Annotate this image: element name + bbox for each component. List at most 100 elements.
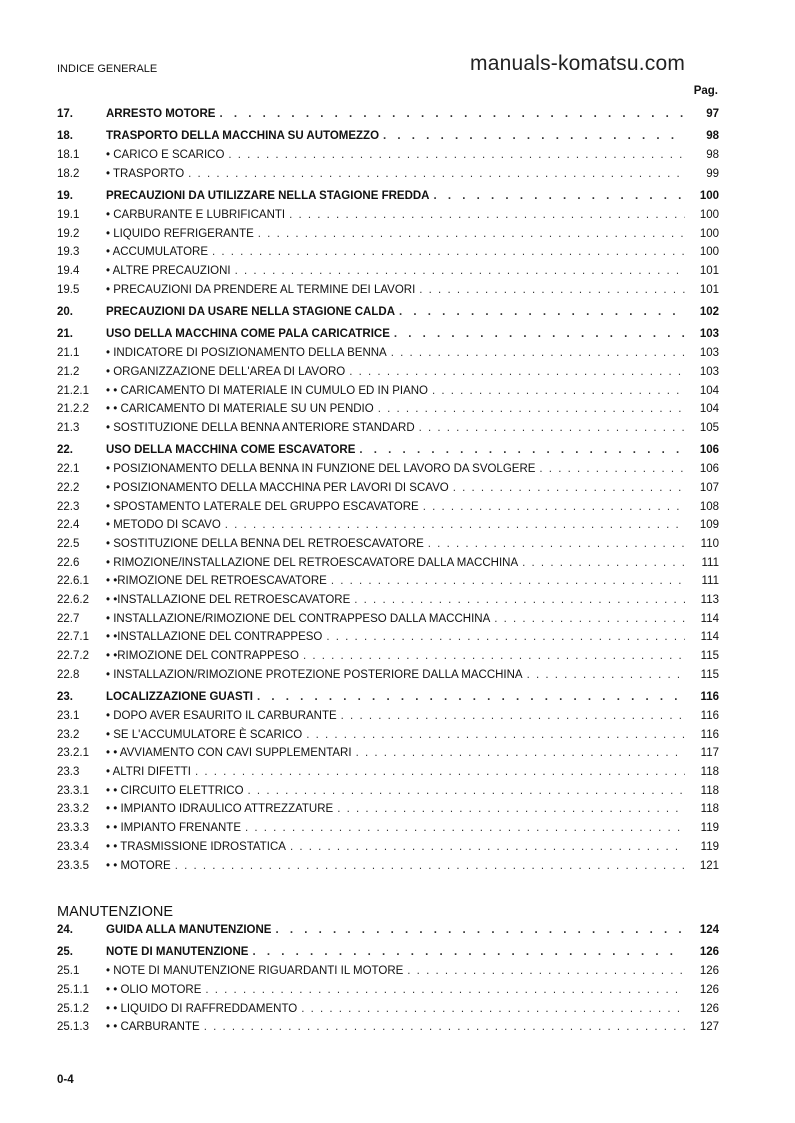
toc-entry-row[interactable]: 23.3.5 • • MOTORE . . . . . . . . . . . .…: [57, 860, 719, 879]
toc-entry-row[interactable]: 19.4 • ALTRE PRECAUZIONI . . . . . . . . …: [57, 265, 719, 284]
entry-number: 25.1.2: [57, 1002, 89, 1015]
dot-leader: . . . . . . . . . . . . . . . . . . . . …: [452, 481, 685, 494]
dot-leader: . . . . . . . . . . . . . . . . . . . . …: [224, 519, 685, 532]
toc-chapter-row[interactable]: 21. USO DELLA MACCHINA COME PALA CARICATR…: [57, 328, 719, 347]
toc-entry-row[interactable]: 22.6.1 • •RIMOZIONE DEL RETROESCAVATORE .…: [57, 575, 719, 594]
toc-entry-row[interactable]: 21.2.1 • • CARICAMENTO DI MATERIALE IN CU…: [57, 385, 719, 404]
entry-page: 119: [700, 822, 719, 835]
toc-entry-row[interactable]: 22.7 • INSTALLAZIONE/RIMOZIONE DEL CONTRA…: [57, 613, 719, 632]
entry-number: 21.1: [57, 347, 80, 360]
entry-number: 25.1.3: [57, 1021, 89, 1034]
toc-entry-row[interactable]: 23.2.1 • • AVVIAMENTO CON CAVI SUPPLEMENT…: [57, 747, 719, 766]
toc-entry-row[interactable]: 22.8 • INSTALLAZION/RIMOZIONE PROTEZIONE …: [57, 669, 719, 688]
toc-entry-row[interactable]: 23.1 • DOPO AVER ESAURITO IL CARBURANTE .…: [57, 710, 719, 729]
toc-chapter-row[interactable]: 24. GUIDA ALLA MANUTENZIONE . . . . . . .…: [57, 924, 719, 943]
entry-number: 21.2.1: [57, 384, 89, 397]
toc-entry-row[interactable]: 23.3.3 • • IMPIANTO FRENANTE . . . . . . …: [57, 822, 719, 841]
toc-entry-row[interactable]: 21.3 • SOSTITUZIONE DELLA BENNA ANTERIORE…: [57, 422, 719, 441]
entry-number: 20.: [57, 305, 73, 318]
entry-page: 106: [699, 463, 719, 476]
dot-leader: . . . . . . . . . . . . . . . . . . . . …: [354, 594, 685, 607]
toc-chapter-row[interactable]: 17. ARRESTO MOTORE . . . . . . . . . . . …: [57, 108, 719, 127]
entry-number: 22.7.2: [57, 650, 89, 663]
entry-title: • ACCUMULATORE: [106, 246, 209, 259]
toc-entry-row[interactable]: 19.2 • LIQUIDO REFRIGERANTE . . . . . . .…: [57, 228, 719, 247]
entry-page: 105: [699, 422, 719, 435]
toc-chapter-row[interactable]: 23. LOCALIZZAZIONE GUASTI . . . . . . . .…: [57, 691, 719, 710]
toc-entry-row[interactable]: 22.2 • POSIZIONAMENTO DELLA MACCHINA PER …: [57, 482, 719, 501]
entry-title: • • IMPIANTO IDRAULICO ATTREZZATURE: [106, 803, 334, 816]
toc-entry-row[interactable]: 18.2 • TRASPORTO . . . . . . . . . . . . …: [57, 168, 719, 187]
toc-chapter-row[interactable]: 25. NOTE DI MANUTENZIONE . . . . . . . . …: [57, 946, 719, 965]
toc-entry-row[interactable]: 22.5 • SOSTITUZIONE DELLA BENNA DEL RETRO…: [57, 538, 719, 557]
toc-entry-row[interactable]: 23.3.2 • • IMPIANTO IDRAULICO ATTREZZATUR…: [57, 803, 719, 822]
toc-entry-row[interactable]: 22.7.1 • •INSTALLAZIONE DEL CONTRAPPESO .…: [57, 631, 719, 650]
entry-page: 101: [699, 264, 719, 277]
dot-leader: . . . . . . . . . . . . . . . . . . . . …: [407, 965, 685, 978]
toc-entry-row[interactable]: 25.1.2 • • LIQUIDO DI RAFFREDDAMENTO . . …: [57, 1003, 719, 1022]
watermark: manuals-komatsu.com: [470, 52, 686, 75]
entry-title: • • TRASMISSIONE IDROSTATICA: [106, 840, 286, 853]
entry-number: 19.: [57, 189, 73, 202]
toc-chapter-row[interactable]: 20. PRECAUZIONI DA USARE NELLA STAGIONE C…: [57, 306, 719, 325]
entry-number: 25.: [57, 946, 73, 959]
dot-leader: . . . . . . . . . . . . . . . . . . . . …: [349, 366, 685, 378]
entry-title: • NOTE DI MANUTENZIONE RIGUARDANTI IL MO…: [106, 965, 404, 978]
entry-number: 25.1.1: [57, 983, 89, 996]
toc-entry-row[interactable]: 19.3 • ACCUMULATORE . . . . . . . . . . .…: [57, 246, 719, 265]
toc-entry-row[interactable]: 25.1 • NOTE DI MANUTENZIONE RIGUARDANTI I…: [57, 965, 719, 984]
entry-page: 126: [699, 983, 719, 996]
entry-page: 115: [700, 650, 719, 663]
dot-leader: . . . . . . . . . . . . . . . . . . . . …: [252, 946, 685, 959]
dot-leader: . . . . . . . . . . . . . . . . . . . . …: [302, 650, 685, 663]
dot-leader: . . . . . . . . . . . . . . . . . . . . …: [247, 784, 685, 797]
dot-leader: . . . . . . . . . . . . . . . . . . . . …: [212, 246, 685, 259]
toc-entry-row[interactable]: 18.1 • CARICO E SCARICO . . . . . . . . .…: [57, 149, 719, 168]
dot-leader: . . . . . . . . . . . . . . . . . . . . …: [205, 983, 685, 996]
entry-number: 23.3.2: [57, 803, 89, 816]
entry-page: 121: [699, 859, 719, 872]
toc-entry-row[interactable]: 22.3 • SPOSTAMENTO LATERALE DEL GRUPPO ES…: [57, 501, 719, 520]
entry-page: 114: [700, 612, 719, 625]
entry-number: 22.6: [57, 556, 80, 569]
toc-chapter-row[interactable]: 18. TRASPORTO DELLA MACCHINA SU AUTOMEZZO…: [57, 130, 719, 149]
toc-entry-row[interactable]: 22.6 • RIMOZIONE/INSTALLAZIONE DEL RETROE…: [57, 557, 719, 576]
toc-chapter-row[interactable]: 19. PRECAUZIONI DA UTILIZZARE NELLA STAGI…: [57, 190, 719, 209]
toc-entry-row[interactable]: 25.1.3 • • CARBURANTE . . . . . . . . . .…: [57, 1021, 719, 1040]
toc-entry-row[interactable]: 22.1 • POSIZIONAMENTO DELLA BENNA IN FUNZ…: [57, 463, 719, 482]
entry-page: 114: [700, 631, 719, 644]
entry-title: • INSTALLAZIONE/RIMOZIONE DEL CONTRAPPES…: [106, 612, 491, 625]
entry-page: 104: [699, 403, 719, 416]
dot-leader: . . . . . . . . . . . . . . . . . . . . …: [301, 1002, 685, 1015]
dot-leader: . . . . . . . . . . . . . . . . . . . . …: [418, 422, 685, 435]
entry-number: 18.: [57, 130, 73, 142]
toc-entry-row[interactable]: 23.3 • ALTRI DIFETTI . . . . . . . . . . …: [57, 766, 719, 785]
entry-title: • ORGANIZZAZIONE DELL'AREA DI LAVORO: [106, 366, 346, 378]
entry-page: 97: [706, 107, 719, 120]
entry-title: • INDICATORE DI POSIZIONAMENTO DELLA BEN…: [106, 347, 387, 360]
toc-entry-row[interactable]: 21.2.2 • • CARICAMENTO DI MATERIALE SU UN…: [57, 403, 719, 422]
toc-entry-row[interactable]: 25.1.1 • • OLIO MOTORE . . . . . . . . . …: [57, 984, 719, 1003]
entry-title: • TRASPORTO: [106, 167, 185, 180]
entry-number: 22.4: [57, 519, 80, 532]
toc-entry-row[interactable]: 23.3.4 • • TRASMISSIONE IDROSTATICA . . .…: [57, 841, 719, 860]
toc-entry-row[interactable]: 23.3.1 • • CIRCUITO ELETTRICO . . . . . .…: [57, 785, 719, 804]
entry-number: 23.1: [57, 710, 80, 722]
dot-leader: . . . . . . . . . . . . . . . . . . . . …: [522, 556, 685, 569]
entry-title: • POSIZIONAMENTO DELLA MACCHINA PER LAVO…: [106, 481, 449, 494]
entry-number: 22.7.1: [57, 631, 89, 644]
toc-chapter-row[interactable]: 22. USO DELLA MACCHINA COME ESCAVATORE . …: [57, 444, 719, 463]
toc-entry-row[interactable]: 21.1 • INDICATORE DI POSIZIONAMENTO DELLA…: [57, 347, 719, 366]
entry-number: 22.7: [57, 612, 80, 625]
dot-leader: . . . . . . . . . . . . . . . . . . . . …: [234, 264, 685, 277]
toc-entry-row[interactable]: 19.1 • CARBURANTE E LUBRIFICANTI . . . . …: [57, 209, 719, 228]
dot-leader: . . . . . . . . . . . . . . . . . . . . …: [526, 668, 685, 681]
entry-number: 22.2: [57, 481, 80, 494]
toc-entry-row[interactable]: 19.5 • PRECAUZIONI DA PRENDERE AL TERMINE…: [57, 284, 719, 303]
toc-entry-row[interactable]: 22.7.2 • •RIMOZIONE DEL CONTRAPPESO . . .…: [57, 650, 719, 669]
dot-leader: . . . . . . . . . . . . . . . . . . . . …: [377, 403, 685, 416]
toc-entry-row[interactable]: 22.4 • METODO DI SCAVO . . . . . . . . . …: [57, 519, 719, 538]
toc-entry-row[interactable]: 23.2 • SE L'ACCUMULATORE È SCARICO . . . …: [57, 729, 719, 748]
toc-entry-row[interactable]: 21.2 • ORGANIZZAZIONE DELL'AREA DI LAVORO…: [57, 366, 719, 385]
toc-entry-row[interactable]: 22.6.2 • •INSTALLAZIONE DEL RETROESCAVATO…: [57, 594, 719, 613]
